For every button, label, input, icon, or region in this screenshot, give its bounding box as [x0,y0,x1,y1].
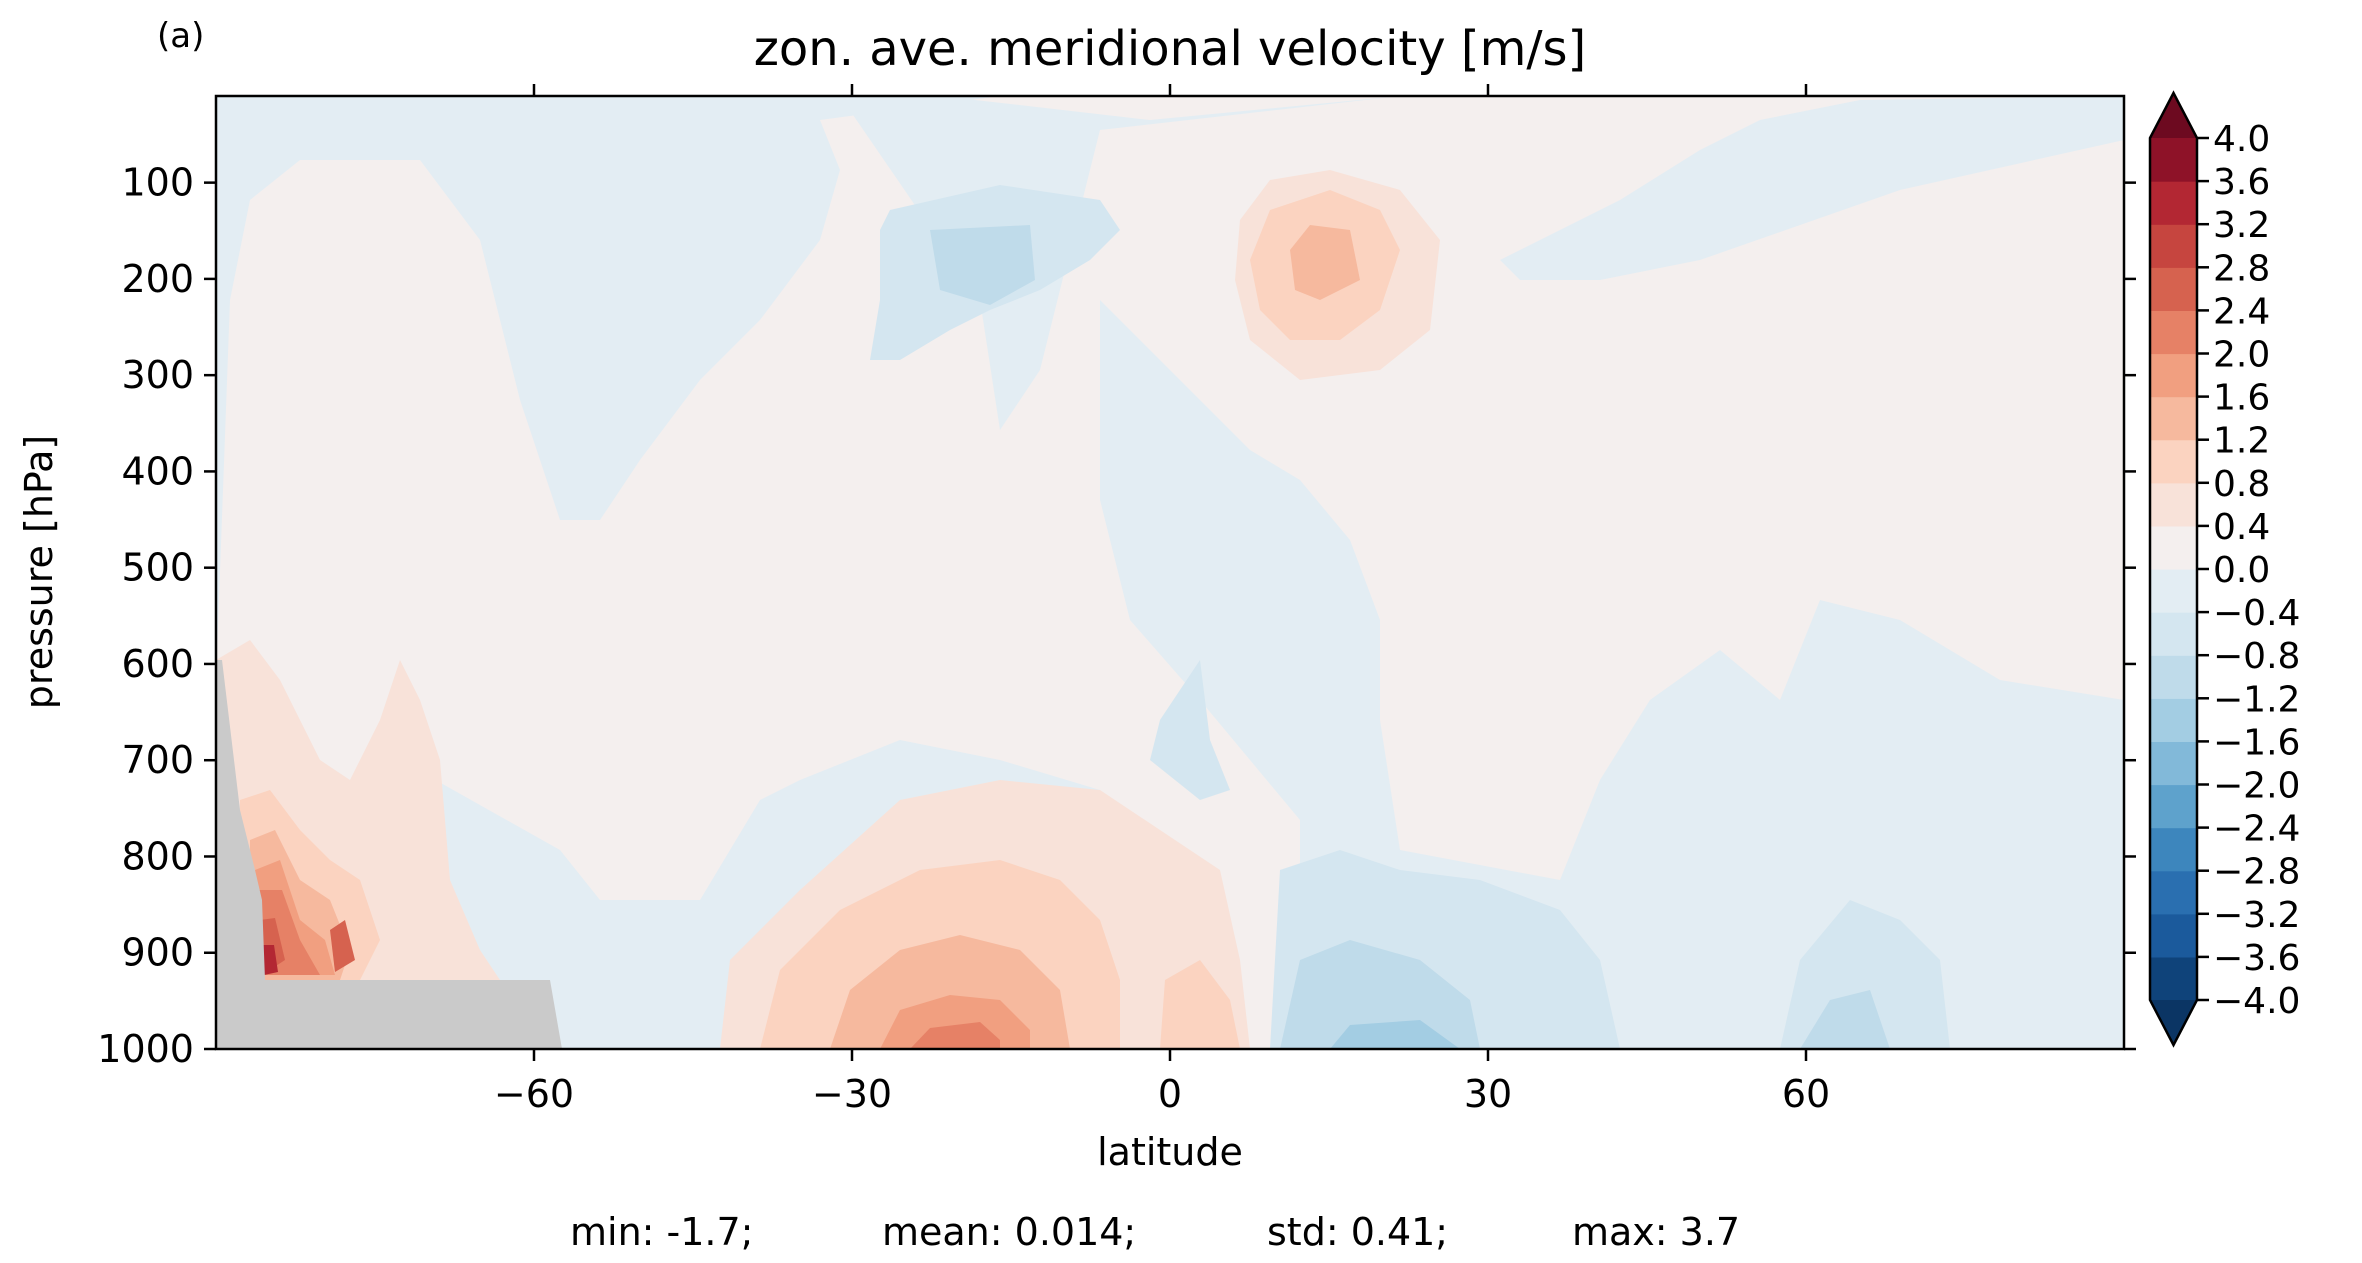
statistics-line: min: -1.7; mean: 0.014; std: 0.41; max: … [570,1210,1740,1254]
x-tick-label: −60 [494,1072,574,1116]
contour-field [216,96,2124,1049]
y-axis: 100 200 300 400 500 600 700 800 900 1000 [97,161,2136,1071]
colorbar-band [2150,698,2197,742]
contour-neg04-band [216,96,1000,680]
stat-std: std: 0.41; [1267,1210,1448,1254]
contour-pos28-band [262,945,278,975]
colorbar: −4.0−3.6−3.2−2.8−2.4−2.0−1.6−1.2−0.8−0.4… [2148,90,2300,1048]
contour-neg04-band [1500,96,2124,280]
chart-title: zon. ave. meridional velocity [m/s] [754,21,1587,77]
x-tick-label: 30 [1464,1072,1512,1116]
colorbar-tick-label: 0.8 [2213,464,2270,505]
colorbar-tick-label: −3.6 [2213,938,2300,979]
colorbar-extend-min [2150,1000,2197,1045]
colorbar-tick-label: 3.2 [2213,205,2270,246]
colorbar-tick-label: −1.6 [2213,722,2300,763]
y-tick-label: 1000 [97,1027,194,1071]
colorbar-band [2150,138,2197,182]
contour-neg08-band [1150,660,1230,800]
colorbar-tick-label: 4.0 [2213,119,2270,160]
colorbar-band [2150,353,2197,398]
y-tick-label: 800 [121,834,194,878]
colorbar-band [2150,741,2197,786]
colorbar-tick-label: −3.2 [2213,895,2300,936]
y-axis-label: pressure [hPa] [17,435,61,709]
colorbar-tick-label: 3.6 [2213,162,2270,203]
contour-pos08-band [1160,960,1240,1049]
y-tick-label: 400 [121,449,194,493]
x-tick-label: 60 [1782,1072,1830,1116]
colorbar-band [2150,827,2197,872]
colorbar-band [2150,612,2197,656]
x-tick-label: 0 [1158,1072,1182,1116]
colorbar-band [2150,870,2197,915]
contour-neg12-band [930,225,1035,305]
colorbar-tick-label: 2.0 [2213,335,2270,376]
colorbar-band [2150,267,2197,311]
y-tick-label: 300 [121,353,194,397]
contour-neg12-band [1800,990,1890,1049]
colorbar-band [2150,482,2197,527]
stat-mean: mean: 0.014; [882,1210,1136,1254]
colorbar-tick-label: −1.2 [2213,679,2300,720]
colorbar-band [2150,224,2197,268]
y-tick-label: 200 [121,257,194,301]
colorbar-tick-label: 1.6 [2213,378,2270,419]
contour-neg04-band [840,96,1400,430]
colorbar-tick-label: 1.2 [2213,421,2270,462]
colorbar-tick-label: −4.0 [2213,981,2300,1022]
contour-neg16-band [1330,1020,1460,1049]
colorbar-band [2150,181,2197,225]
contour-pos28-band [330,920,355,972]
y-tick-label: 600 [121,642,194,686]
contour-neg12-band [1280,940,1480,1049]
colorbar-band [2150,913,2197,958]
colorbar-band [2150,310,2197,355]
x-tick-label: −30 [812,1072,892,1116]
y-tick-label: 100 [121,161,194,205]
colorbar-band [2150,655,2197,699]
colorbar-band [2150,784,2197,829]
x-axis: −60 −30 0 30 60 [494,84,1830,1116]
colorbar-tick-label: −2.4 [2213,809,2300,850]
stat-max: max: 3.7 [1572,1210,1740,1254]
contour-neg08-band [1780,900,1950,1049]
contour-neg04-band [560,990,680,1049]
topography-mask [216,660,562,1049]
colorbar-tick-label: −0.4 [2213,593,2300,634]
contour-pos12-band [1290,225,1360,300]
colorbar-tick-label: −2.8 [2213,852,2300,893]
colorbar-tick-label: −2.0 [2213,766,2300,807]
colorbar-tick-label: 0.4 [2213,507,2270,548]
y-tick-label: 500 [121,546,194,590]
colorbar-band [2150,569,2197,613]
plot-area: −60 −30 0 30 60 1002003004005006007008009001… [97,84,2136,1116]
colorbar-band [2150,956,2197,1001]
colorbar-band [2150,525,2197,570]
x-axis-label: latitude [1097,1130,1243,1174]
colorbar-tick-label: −0.8 [2213,636,2300,677]
contour-pos20-band [910,1022,1000,1049]
y-tick-label: 700 [121,738,194,782]
stat-min: min: -1.7; [570,1210,754,1254]
colorbar-tick-label: 2.8 [2213,248,2270,289]
colorbar-tick-label: 2.4 [2213,291,2270,332]
colorbar-band [2150,439,2197,484]
colorbar-extend-max [2150,93,2197,138]
colorbar-tick-label: 0.0 [2213,550,2270,591]
y-tick-label: 900 [121,931,194,975]
contour-neg04-band [360,300,2124,1049]
colorbar-band [2150,396,2197,441]
panel-label: (a) [157,16,204,56]
